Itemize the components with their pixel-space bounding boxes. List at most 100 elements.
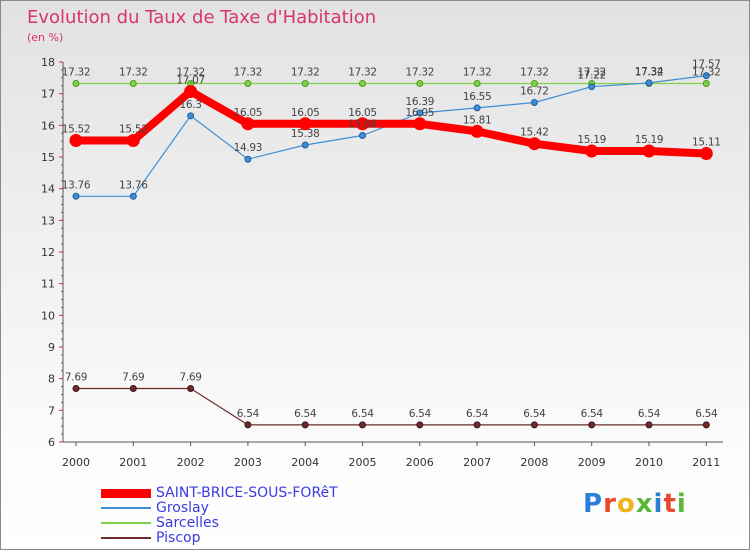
data-point: [413, 117, 427, 131]
data-label: 6.54: [695, 408, 718, 420]
y-tick-label: 12: [41, 246, 55, 259]
data-point: [301, 80, 309, 88]
data-label: 6.54: [409, 408, 432, 420]
y-tick-label: 15: [41, 151, 55, 164]
legend-label: Sarcelles: [156, 515, 219, 531]
data-point: [702, 72, 710, 80]
data-label: 17.34: [635, 66, 664, 78]
legend-label: SAINT-BRICE-SOUS-FORêT: [156, 485, 338, 501]
y-tick-label: 16: [41, 119, 55, 132]
logo-letter: i: [676, 489, 687, 519]
data-label: 15.81: [463, 114, 492, 126]
y-tick-label: 13: [41, 214, 55, 227]
data-label: 14.93: [234, 142, 263, 154]
legend-item: SAINT-BRICE-SOUS-FORêT: [101, 485, 361, 501]
data-point: [645, 421, 653, 429]
data-point: [473, 104, 481, 112]
data-label: 16.05: [348, 107, 377, 119]
y-tick-label: 10: [41, 309, 55, 322]
data-point: [359, 80, 366, 88]
data-point: [530, 99, 538, 107]
data-label: 15.38: [291, 128, 320, 140]
y-tick-label: 9: [48, 341, 55, 354]
y-tick-label: 11: [41, 278, 55, 291]
logo-letter: t: [663, 489, 677, 519]
data-label: 17.07: [176, 74, 205, 86]
legend-swatch: [101, 489, 151, 498]
logo-letter: i: [653, 489, 664, 519]
logo-letter: r: [603, 489, 617, 519]
data-point: [244, 421, 252, 429]
x-tick-label: 2004: [291, 456, 319, 469]
chart-series: [69, 72, 713, 429]
data-point: [129, 80, 137, 88]
legend-swatch: [101, 537, 151, 539]
logo-letter: P: [583, 489, 604, 519]
y-tick-label: 18: [41, 56, 55, 69]
y-tick-label: 7: [48, 404, 55, 417]
x-tick-label: 2010: [635, 456, 663, 469]
legend-label: Groslay: [156, 500, 209, 516]
data-point: [527, 137, 541, 151]
data-point: [702, 80, 710, 88]
data-point: [129, 384, 137, 392]
data-point: [301, 141, 309, 149]
data-label: 17.32: [176, 67, 205, 79]
data-label: 6.54: [523, 408, 546, 420]
data-label: 17.32: [463, 67, 492, 79]
chart-legend: SAINT-BRICE-SOUS-FORêT Groslay Sarcelles Pi…: [101, 485, 361, 546]
data-point: [244, 155, 252, 163]
data-label: 16.72: [520, 86, 549, 98]
chart-title: Evolution du Taux de Taxe d'Habitation: [27, 7, 377, 28]
data-label: 15.68: [348, 118, 377, 130]
series-line-3: [76, 387, 707, 426]
legend-label: Piscop: [156, 530, 201, 546]
data-point: [588, 421, 596, 429]
data-point: [187, 384, 195, 392]
data-label: 15.19: [635, 134, 664, 146]
data-point: [359, 421, 366, 429]
data-label: 15.11: [692, 137, 721, 149]
data-label: 16.05: [234, 107, 263, 119]
data-label: 7.69: [65, 371, 87, 383]
data-point: [301, 421, 309, 429]
x-tick-label: 2001: [119, 456, 147, 469]
data-point: [184, 84, 198, 98]
data-point: [588, 83, 596, 91]
data-point: [530, 80, 538, 88]
data-point: [416, 80, 424, 88]
data-label: 17.32: [520, 67, 549, 79]
data-label: 17.32: [348, 67, 377, 79]
data-label: 17.32: [635, 67, 664, 79]
data-label: 16.05: [291, 107, 320, 119]
data-point: [244, 80, 252, 88]
data-label: 6.54: [466, 408, 489, 420]
data-label: 6.54: [638, 408, 661, 420]
data-label: 7.69: [122, 371, 144, 383]
data-label: 15.52: [119, 124, 148, 136]
y-tick-label: 6: [48, 436, 55, 449]
series-line-0: [76, 87, 707, 158]
x-tick-label: 2009: [578, 456, 606, 469]
x-tick-label: 2006: [406, 456, 434, 469]
data-point: [645, 79, 653, 87]
data-point: [72, 384, 80, 392]
data-label: 17.32: [577, 67, 606, 79]
data-point: [187, 112, 195, 120]
data-label: 16.05: [406, 107, 435, 119]
proxiti-logo: Proxiti: [583, 489, 687, 519]
series-line-1: [76, 75, 707, 197]
data-point: [241, 117, 255, 131]
data-point: [473, 421, 481, 429]
data-label: 6.54: [237, 408, 260, 420]
legend-swatch: [101, 522, 151, 524]
data-label: 16.55: [463, 91, 492, 103]
data-label: 17.32: [291, 67, 320, 79]
logo-letter: x: [635, 489, 654, 519]
data-label: 6.54: [294, 408, 317, 420]
data-label: 6.54: [581, 408, 604, 420]
legend-item: Piscop: [101, 530, 361, 546]
data-point: [126, 134, 140, 148]
